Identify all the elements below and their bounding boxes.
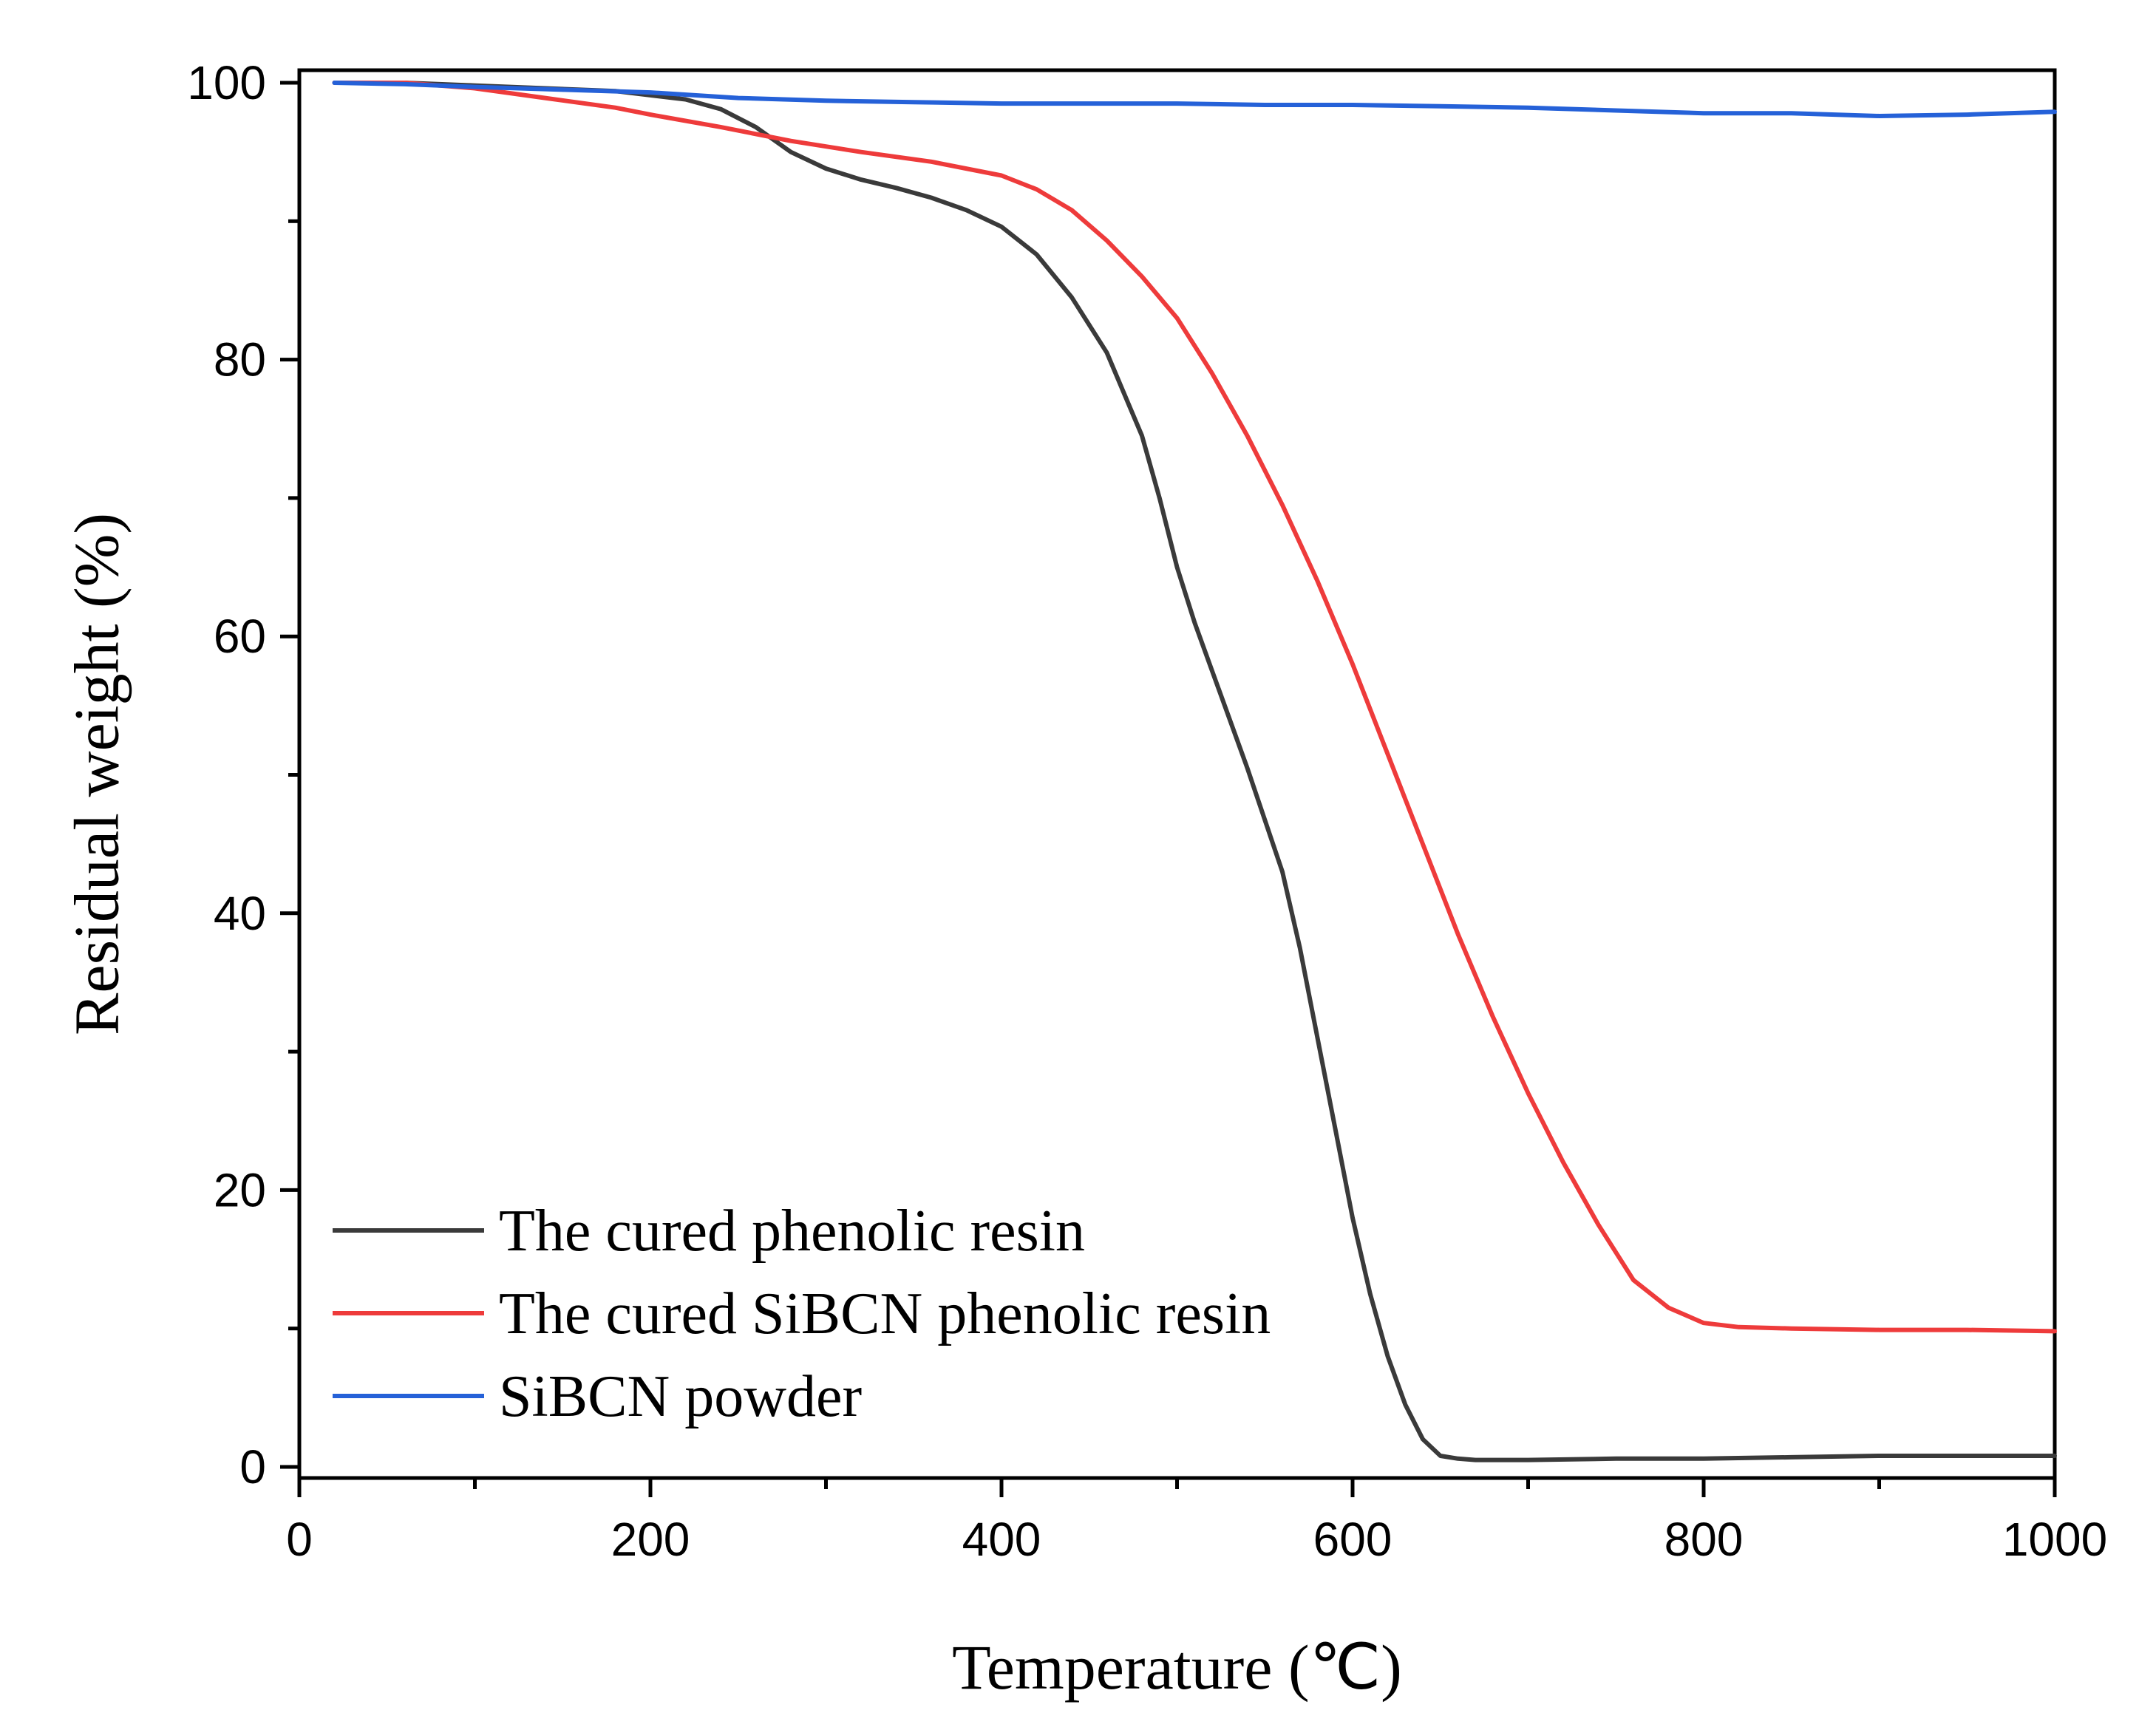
x-tick-label: 400: [962, 1513, 1041, 1566]
x-axis-title: Temperature (℃): [952, 1632, 1402, 1703]
series-line-2: [332, 81, 2057, 1334]
axis-layer: 0 200 400 600 800 1000 0 20 40 60 80 100: [187, 56, 2107, 1566]
y-tick-label: 80: [214, 333, 266, 386]
x-tick-label: 0: [286, 1513, 313, 1566]
y-axis-title: Residual weight (%): [61, 513, 132, 1035]
legend: The cured phenolic resin The cured SiBCN …: [333, 1199, 1271, 1429]
series-layer: [332, 81, 2057, 1462]
plot-frame: [297, 68, 2057, 1480]
legend-label-2: The cured SiBCN phenolic resin: [499, 1281, 1271, 1346]
plot-layer: [297, 68, 2057, 1480]
x-tick-label: 200: [611, 1513, 690, 1566]
legend-label-1: The cured phenolic resin: [499, 1199, 1085, 1264]
series-line-3: [332, 81, 2057, 118]
x-tick-label: 600: [1313, 1513, 1392, 1566]
y-tick-label: 40: [214, 887, 266, 940]
y-tick-label: 60: [214, 610, 266, 663]
x-tick-label: 800: [1664, 1513, 1744, 1566]
y-tick-label: 100: [187, 56, 266, 109]
series-line-1: [332, 81, 2057, 1462]
x-tick-label: 1000: [2002, 1513, 2107, 1566]
y-tick-label: 20: [214, 1163, 266, 1216]
y-tick-label: 0: [239, 1440, 266, 1494]
legend-label-3: SiBCN powder: [499, 1364, 862, 1429]
